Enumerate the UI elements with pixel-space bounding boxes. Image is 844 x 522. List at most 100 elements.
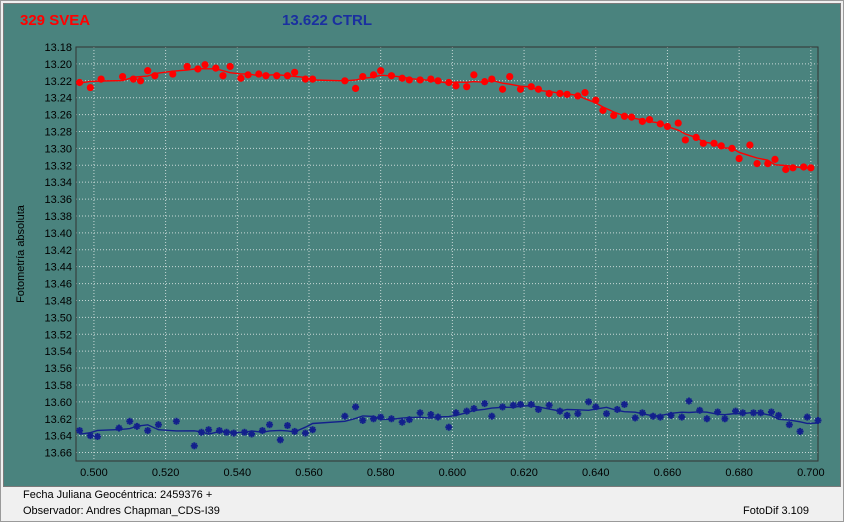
- data-point: [183, 62, 191, 71]
- data-point: [97, 75, 105, 83]
- data-point: [527, 400, 535, 408]
- data-point: [266, 421, 274, 429]
- x-tick-label: 0.600: [439, 467, 467, 479]
- x-tick-label: 0.700: [797, 467, 825, 479]
- data-point: [309, 426, 317, 434]
- data-point: [645, 116, 654, 124]
- data-point: [649, 412, 657, 420]
- data-point: [735, 154, 743, 163]
- y-axis-label: Fotometría absoluta: [15, 204, 27, 303]
- data-point: [732, 407, 740, 415]
- data-point: [136, 77, 145, 85]
- y-tick-label: 13.22: [44, 76, 72, 88]
- data-point: [283, 72, 292, 80]
- data-point: [545, 401, 553, 409]
- y-tick-label: 13.36: [44, 194, 72, 206]
- data-point: [714, 408, 722, 416]
- data-point: [341, 77, 349, 85]
- data-point: [126, 417, 134, 425]
- data-point: [398, 74, 406, 82]
- data-point: [452, 82, 460, 90]
- data-point: [416, 76, 424, 84]
- data-point: [556, 407, 564, 415]
- y-tick-label: 13.48: [44, 295, 72, 307]
- data-point: [215, 427, 223, 435]
- data-point: [481, 400, 489, 408]
- chart-panel: 13.18 13.20 13.22 13.24 13.26 13.28 13.30 13.32…: [3, 3, 841, 487]
- data-point: [377, 67, 385, 75]
- data-point: [696, 406, 704, 414]
- data-point: [703, 415, 711, 423]
- data-point: [283, 422, 291, 430]
- data-point: [351, 84, 360, 92]
- data-point: [470, 71, 478, 79]
- data-point: [717, 142, 725, 150]
- data-point: [678, 413, 686, 421]
- data-point: [341, 412, 349, 420]
- data-point: [212, 64, 220, 72]
- data-point: [94, 432, 102, 440]
- series-line: [79, 67, 811, 169]
- data-point: [205, 426, 213, 434]
- data-point: [237, 74, 245, 82]
- data-point: [244, 71, 252, 79]
- data-point: [76, 427, 84, 435]
- data-point: [151, 72, 159, 80]
- data-point: [230, 429, 238, 437]
- y-tick-label: 13.20: [44, 59, 72, 71]
- data-point: [445, 423, 453, 431]
- data-point: [807, 164, 815, 172]
- data-point: [499, 403, 507, 411]
- data-point: [405, 416, 413, 424]
- data-point: [463, 407, 471, 415]
- y-tick-label: 13.40: [44, 228, 72, 240]
- data-point: [814, 416, 822, 424]
- version-label: FotoDif 3.109: [743, 505, 810, 517]
- data-point: [258, 427, 266, 435]
- y-tick-label: 13.18: [44, 42, 72, 54]
- data-point: [771, 155, 779, 163]
- data-point: [685, 397, 693, 405]
- data-point: [387, 415, 395, 423]
- y-tick-label: 13.38: [44, 211, 72, 223]
- data-point: [219, 72, 227, 80]
- data-point: [240, 428, 248, 436]
- data-point: [434, 413, 442, 421]
- data-point: [545, 89, 553, 98]
- data-point: [585, 398, 593, 406]
- data-point: [427, 75, 435, 83]
- data-point: [782, 165, 790, 174]
- data-point: [631, 414, 639, 422]
- y-tick-label: 13.24: [44, 93, 72, 105]
- status-footer: Fecha Juliana Geocéntrica: 2459376 + Obs…: [1, 487, 843, 521]
- data-point: [86, 83, 94, 92]
- data-point: [470, 405, 478, 413]
- data-point: [255, 70, 263, 78]
- data-point: [785, 421, 793, 429]
- data-point: [610, 111, 618, 120]
- y-tick-label: 13.60: [44, 397, 72, 409]
- data-point: [262, 72, 270, 80]
- data-point: [710, 139, 718, 147]
- plot-area: [76, 47, 818, 461]
- data-point: [352, 403, 360, 411]
- x-tick-label: 0.680: [725, 467, 753, 479]
- data-point: [620, 112, 629, 120]
- series-marks: [75, 61, 822, 450]
- data-point: [739, 409, 747, 417]
- data-point: [434, 77, 442, 85]
- data-point: [721, 415, 729, 423]
- data-point: [534, 85, 543, 93]
- x-tick-label: 0.500: [80, 467, 108, 479]
- data-point: [574, 410, 582, 418]
- x-tick-label: 0.560: [295, 467, 323, 479]
- data-point: [516, 85, 525, 93]
- data-point: [201, 61, 209, 69]
- observer-label: Observador: Andres Chapman_CDS-I39: [23, 505, 220, 517]
- data-point: [749, 409, 757, 417]
- data-point: [172, 417, 180, 425]
- data-point: [527, 83, 535, 91]
- data-point: [488, 75, 496, 83]
- y-tick-label: 13.66: [44, 448, 72, 460]
